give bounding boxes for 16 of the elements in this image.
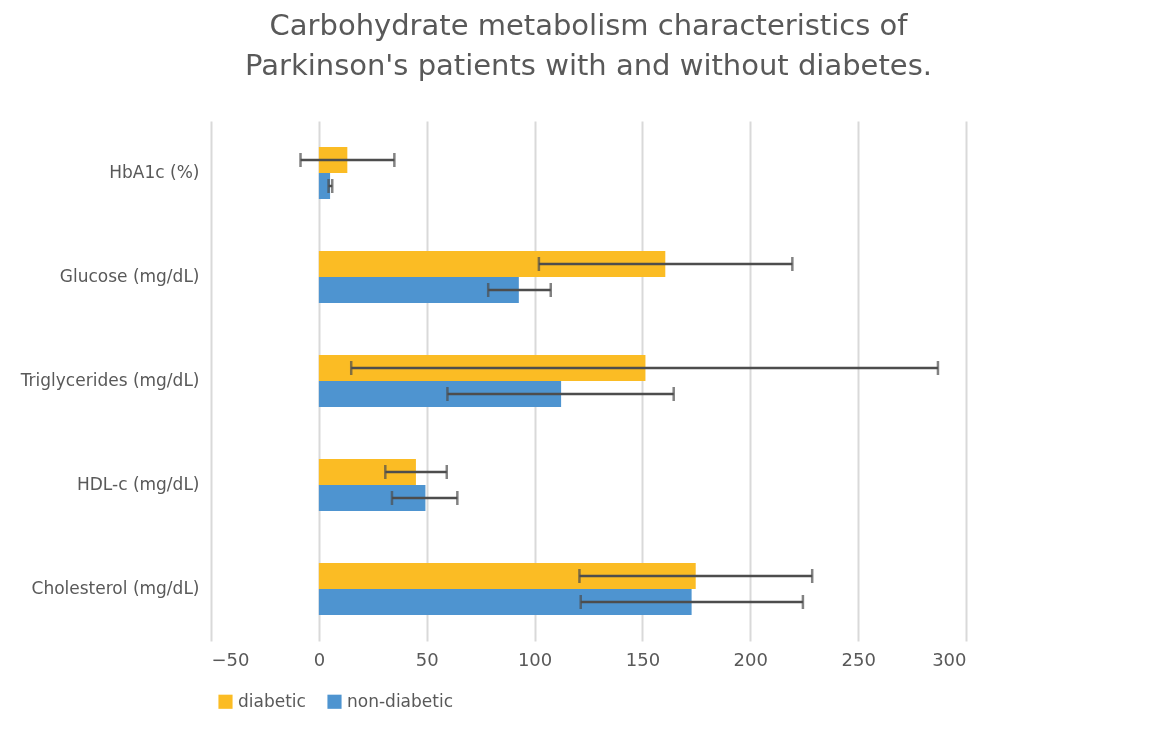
y-tick-label: HDL-c (mg/dL) (76, 474, 200, 494)
x-tick-label: 50 (415, 648, 439, 670)
x-tick-label: 100 (517, 648, 553, 670)
y-tick-label: Glucose (mg/dL) (59, 266, 200, 286)
y-tick-label: Triglycerides (mg/dL) (19, 370, 200, 390)
legend-label: non-diabetic (347, 690, 454, 711)
y-tick-label: HbA1c (%) (109, 162, 200, 182)
x-tick-label: 0 (313, 648, 326, 670)
x-tick-label: −50 (211, 648, 250, 670)
x-tick-label: 150 (625, 648, 661, 670)
chart-title: Carbohydrate metabolism characteristics of Parkinson's patients with and without diabetes. (245, 8, 932, 82)
legend-label: diabetic (238, 690, 306, 711)
y-tick-label: Cholesterol (mg/dL) (31, 578, 200, 598)
x-tick-label: 300 (932, 648, 967, 670)
x-tick-label: 200 (733, 648, 768, 670)
x-tick-label: 250 (841, 648, 876, 670)
